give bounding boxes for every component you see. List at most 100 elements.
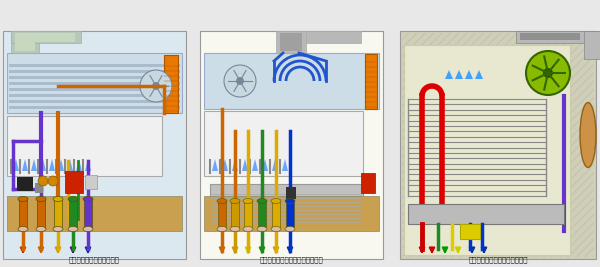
Ellipse shape: [230, 198, 240, 203]
Polygon shape: [13, 159, 19, 171]
Ellipse shape: [271, 198, 281, 203]
Ellipse shape: [243, 198, 253, 203]
Bar: [11, 31, 81, 43]
Polygon shape: [252, 159, 258, 171]
Circle shape: [543, 68, 553, 78]
Circle shape: [526, 51, 570, 95]
Bar: [7, 53, 182, 113]
Bar: [9, 70, 180, 73]
Ellipse shape: [68, 226, 78, 231]
Circle shape: [236, 77, 244, 85]
Bar: [15, 33, 35, 51]
Polygon shape: [272, 159, 278, 171]
Ellipse shape: [36, 197, 46, 202]
Bar: [280, 33, 302, 51]
Polygon shape: [85, 159, 91, 171]
Circle shape: [48, 176, 58, 186]
Polygon shape: [262, 159, 268, 171]
Bar: [84, 199, 92, 229]
Polygon shape: [465, 70, 473, 79]
Ellipse shape: [83, 197, 93, 202]
Bar: [11, 31, 39, 53]
Polygon shape: [445, 70, 453, 79]
Bar: [402, 33, 594, 257]
Ellipse shape: [18, 197, 28, 202]
Polygon shape: [31, 159, 37, 171]
Bar: [9, 100, 180, 103]
Ellipse shape: [257, 226, 267, 231]
Text: 传统燃气壁挂炉工作原理图: 传统燃气壁挂炉工作原理图: [69, 256, 120, 263]
Bar: [9, 94, 180, 97]
Ellipse shape: [18, 226, 28, 231]
Ellipse shape: [285, 198, 295, 203]
Bar: [218, 201, 226, 229]
Bar: [231, 201, 239, 229]
Bar: [9, 76, 180, 79]
Bar: [204, 111, 363, 176]
Bar: [210, 184, 363, 226]
Text: 燃气热回收冷凝壁挂炉工作原理图: 燃气热回收冷凝壁挂炉工作原理图: [260, 256, 323, 263]
Circle shape: [38, 176, 48, 186]
Polygon shape: [455, 70, 463, 79]
Bar: [9, 106, 180, 109]
Bar: [584, 31, 600, 59]
Bar: [460, 224, 480, 239]
Bar: [286, 187, 296, 199]
Bar: [204, 53, 379, 109]
Ellipse shape: [243, 226, 253, 231]
Bar: [286, 201, 294, 229]
Bar: [35, 183, 43, 193]
Bar: [17, 177, 33, 191]
Bar: [520, 33, 580, 40]
Bar: [3, 31, 186, 259]
Bar: [164, 55, 178, 113]
Polygon shape: [49, 159, 55, 171]
Ellipse shape: [257, 198, 267, 203]
Bar: [200, 31, 383, 259]
Polygon shape: [475, 70, 483, 79]
Polygon shape: [22, 159, 28, 171]
Ellipse shape: [83, 226, 93, 231]
Bar: [408, 204, 564, 224]
Ellipse shape: [36, 226, 46, 231]
Polygon shape: [58, 159, 64, 171]
Bar: [54, 199, 62, 229]
Circle shape: [140, 70, 172, 102]
Bar: [516, 31, 600, 43]
Ellipse shape: [217, 226, 227, 231]
Polygon shape: [67, 159, 73, 171]
Polygon shape: [212, 159, 218, 171]
Text: 全预混冷凝炉壁挂炉工作原理图: 全预混冷凝炉壁挂炉工作原理图: [468, 256, 528, 263]
Ellipse shape: [285, 226, 295, 231]
Circle shape: [152, 82, 160, 90]
Circle shape: [224, 65, 256, 97]
Bar: [400, 31, 596, 259]
Ellipse shape: [217, 198, 227, 203]
Polygon shape: [282, 159, 288, 171]
Bar: [7, 116, 162, 176]
Polygon shape: [232, 159, 238, 171]
Bar: [37, 199, 45, 229]
Bar: [9, 64, 180, 67]
Bar: [244, 201, 252, 229]
Bar: [7, 196, 182, 231]
Bar: [204, 196, 379, 231]
Bar: [276, 31, 306, 53]
Polygon shape: [242, 159, 248, 171]
Polygon shape: [222, 159, 228, 171]
Bar: [9, 88, 180, 91]
Bar: [361, 173, 375, 193]
Ellipse shape: [230, 226, 240, 231]
Bar: [404, 45, 570, 255]
Polygon shape: [76, 159, 82, 171]
Ellipse shape: [53, 197, 63, 202]
Bar: [306, 31, 361, 43]
Bar: [258, 201, 266, 229]
Bar: [365, 54, 377, 109]
Ellipse shape: [68, 197, 78, 202]
Ellipse shape: [580, 103, 596, 167]
Bar: [65, 171, 83, 193]
Polygon shape: [40, 159, 46, 171]
Ellipse shape: [271, 226, 281, 231]
Bar: [9, 82, 180, 85]
